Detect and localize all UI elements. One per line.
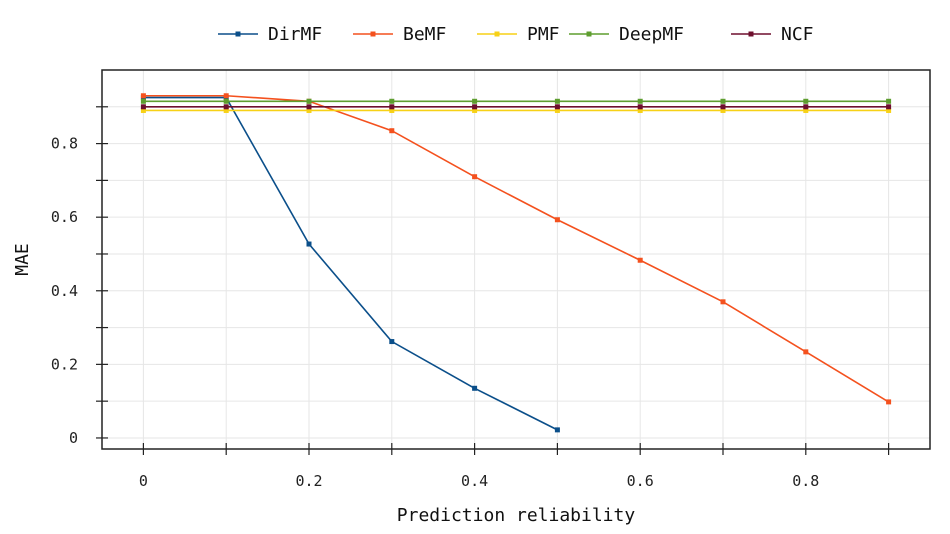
data-point: [472, 104, 478, 110]
plot-frame: [101, 69, 931, 450]
data-point: [554, 104, 560, 110]
legend-label: DeepMF: [619, 24, 684, 45]
legend-swatch-marker: [494, 31, 500, 37]
legend-item-bemf: BeMF: [353, 24, 446, 45]
data-point: [306, 98, 312, 104]
y-tick-label: 0: [69, 429, 78, 447]
x-tick-label: 0.2: [295, 472, 322, 490]
series-pmf: [140, 107, 892, 113]
legend-swatch-marker: [748, 31, 754, 37]
data-point: [140, 107, 146, 113]
legend-item-deepmf: DeepMF: [569, 24, 684, 45]
data-point: [140, 104, 146, 110]
data-point: [886, 104, 892, 110]
data-point: [886, 107, 892, 113]
data-point: [472, 385, 478, 391]
series-ncf: [140, 104, 892, 110]
series-dirmf: [140, 95, 560, 433]
data-point: [803, 98, 809, 104]
data-point: [720, 104, 726, 110]
data-point: [637, 98, 643, 104]
x-tick-label: 0.8: [792, 472, 819, 490]
data-point: [140, 98, 146, 104]
data-point: [472, 174, 478, 180]
data-point: [223, 98, 229, 104]
data-point: [720, 107, 726, 113]
data-point: [803, 107, 809, 113]
data-point: [389, 339, 395, 345]
data-point: [472, 107, 478, 113]
series-deepmf: [140, 98, 892, 104]
data-point: [223, 107, 229, 113]
legend-label: NCF: [781, 24, 814, 45]
data-point: [223, 93, 229, 99]
x-tick-label: 0: [139, 472, 148, 490]
data-point: [886, 399, 892, 405]
data-point: [554, 217, 560, 223]
series-line: [143, 96, 558, 431]
grid-lines: [102, 70, 930, 449]
legend-label: PMF: [527, 24, 560, 45]
data-point: [720, 98, 726, 104]
data-point: [886, 98, 892, 104]
y-tick-label: 0.6: [51, 208, 78, 226]
legend-item-ncf: NCF: [731, 24, 814, 45]
x-tick-label: 0.6: [627, 472, 654, 490]
legend-label: BeMF: [403, 24, 446, 45]
data-point: [223, 104, 229, 110]
data-point: [472, 98, 478, 104]
y-tick-label: 0.4: [51, 282, 78, 300]
data-point: [389, 128, 395, 134]
data-point: [389, 98, 395, 104]
data-point: [306, 104, 312, 110]
data-point: [306, 107, 312, 113]
legend-label: DirMF: [268, 24, 322, 45]
legend-swatch-marker: [370, 31, 376, 37]
legend-item-pmf: PMF: [477, 24, 560, 45]
legend-swatch-marker: [586, 31, 592, 37]
data-point: [306, 241, 312, 247]
x-axis-label: Prediction reliability: [397, 505, 636, 526]
data-point: [637, 107, 643, 113]
data-point: [140, 93, 146, 99]
data-point: [554, 98, 560, 104]
y-axis-label: MAE: [12, 243, 33, 276]
data-point: [637, 257, 643, 263]
data-point: [803, 349, 809, 355]
data-point: [637, 104, 643, 110]
series-bemf: [140, 93, 892, 405]
axis-ticks: 0 0.2 0.4 0.6 0.8 0 0.2 0.4 0.6 0.8: [51, 106, 890, 490]
data-point: [389, 107, 395, 113]
legend: DirMF BeMF PMF DeepMF NCF: [218, 24, 814, 45]
data-point: [803, 104, 809, 110]
y-tick-label: 0.2: [51, 355, 78, 373]
data-point: [554, 427, 560, 433]
series-lines: [140, 93, 892, 433]
data-point: [554, 107, 560, 113]
y-tick-label: 0.8: [51, 135, 78, 153]
data-point: [389, 104, 395, 110]
x-tick-label: 0.4: [461, 472, 488, 490]
data-point: [720, 299, 726, 305]
legend-swatch-marker: [235, 31, 241, 37]
series-line: [143, 94, 890, 403]
legend-item-dirmf: DirMF: [218, 24, 322, 45]
